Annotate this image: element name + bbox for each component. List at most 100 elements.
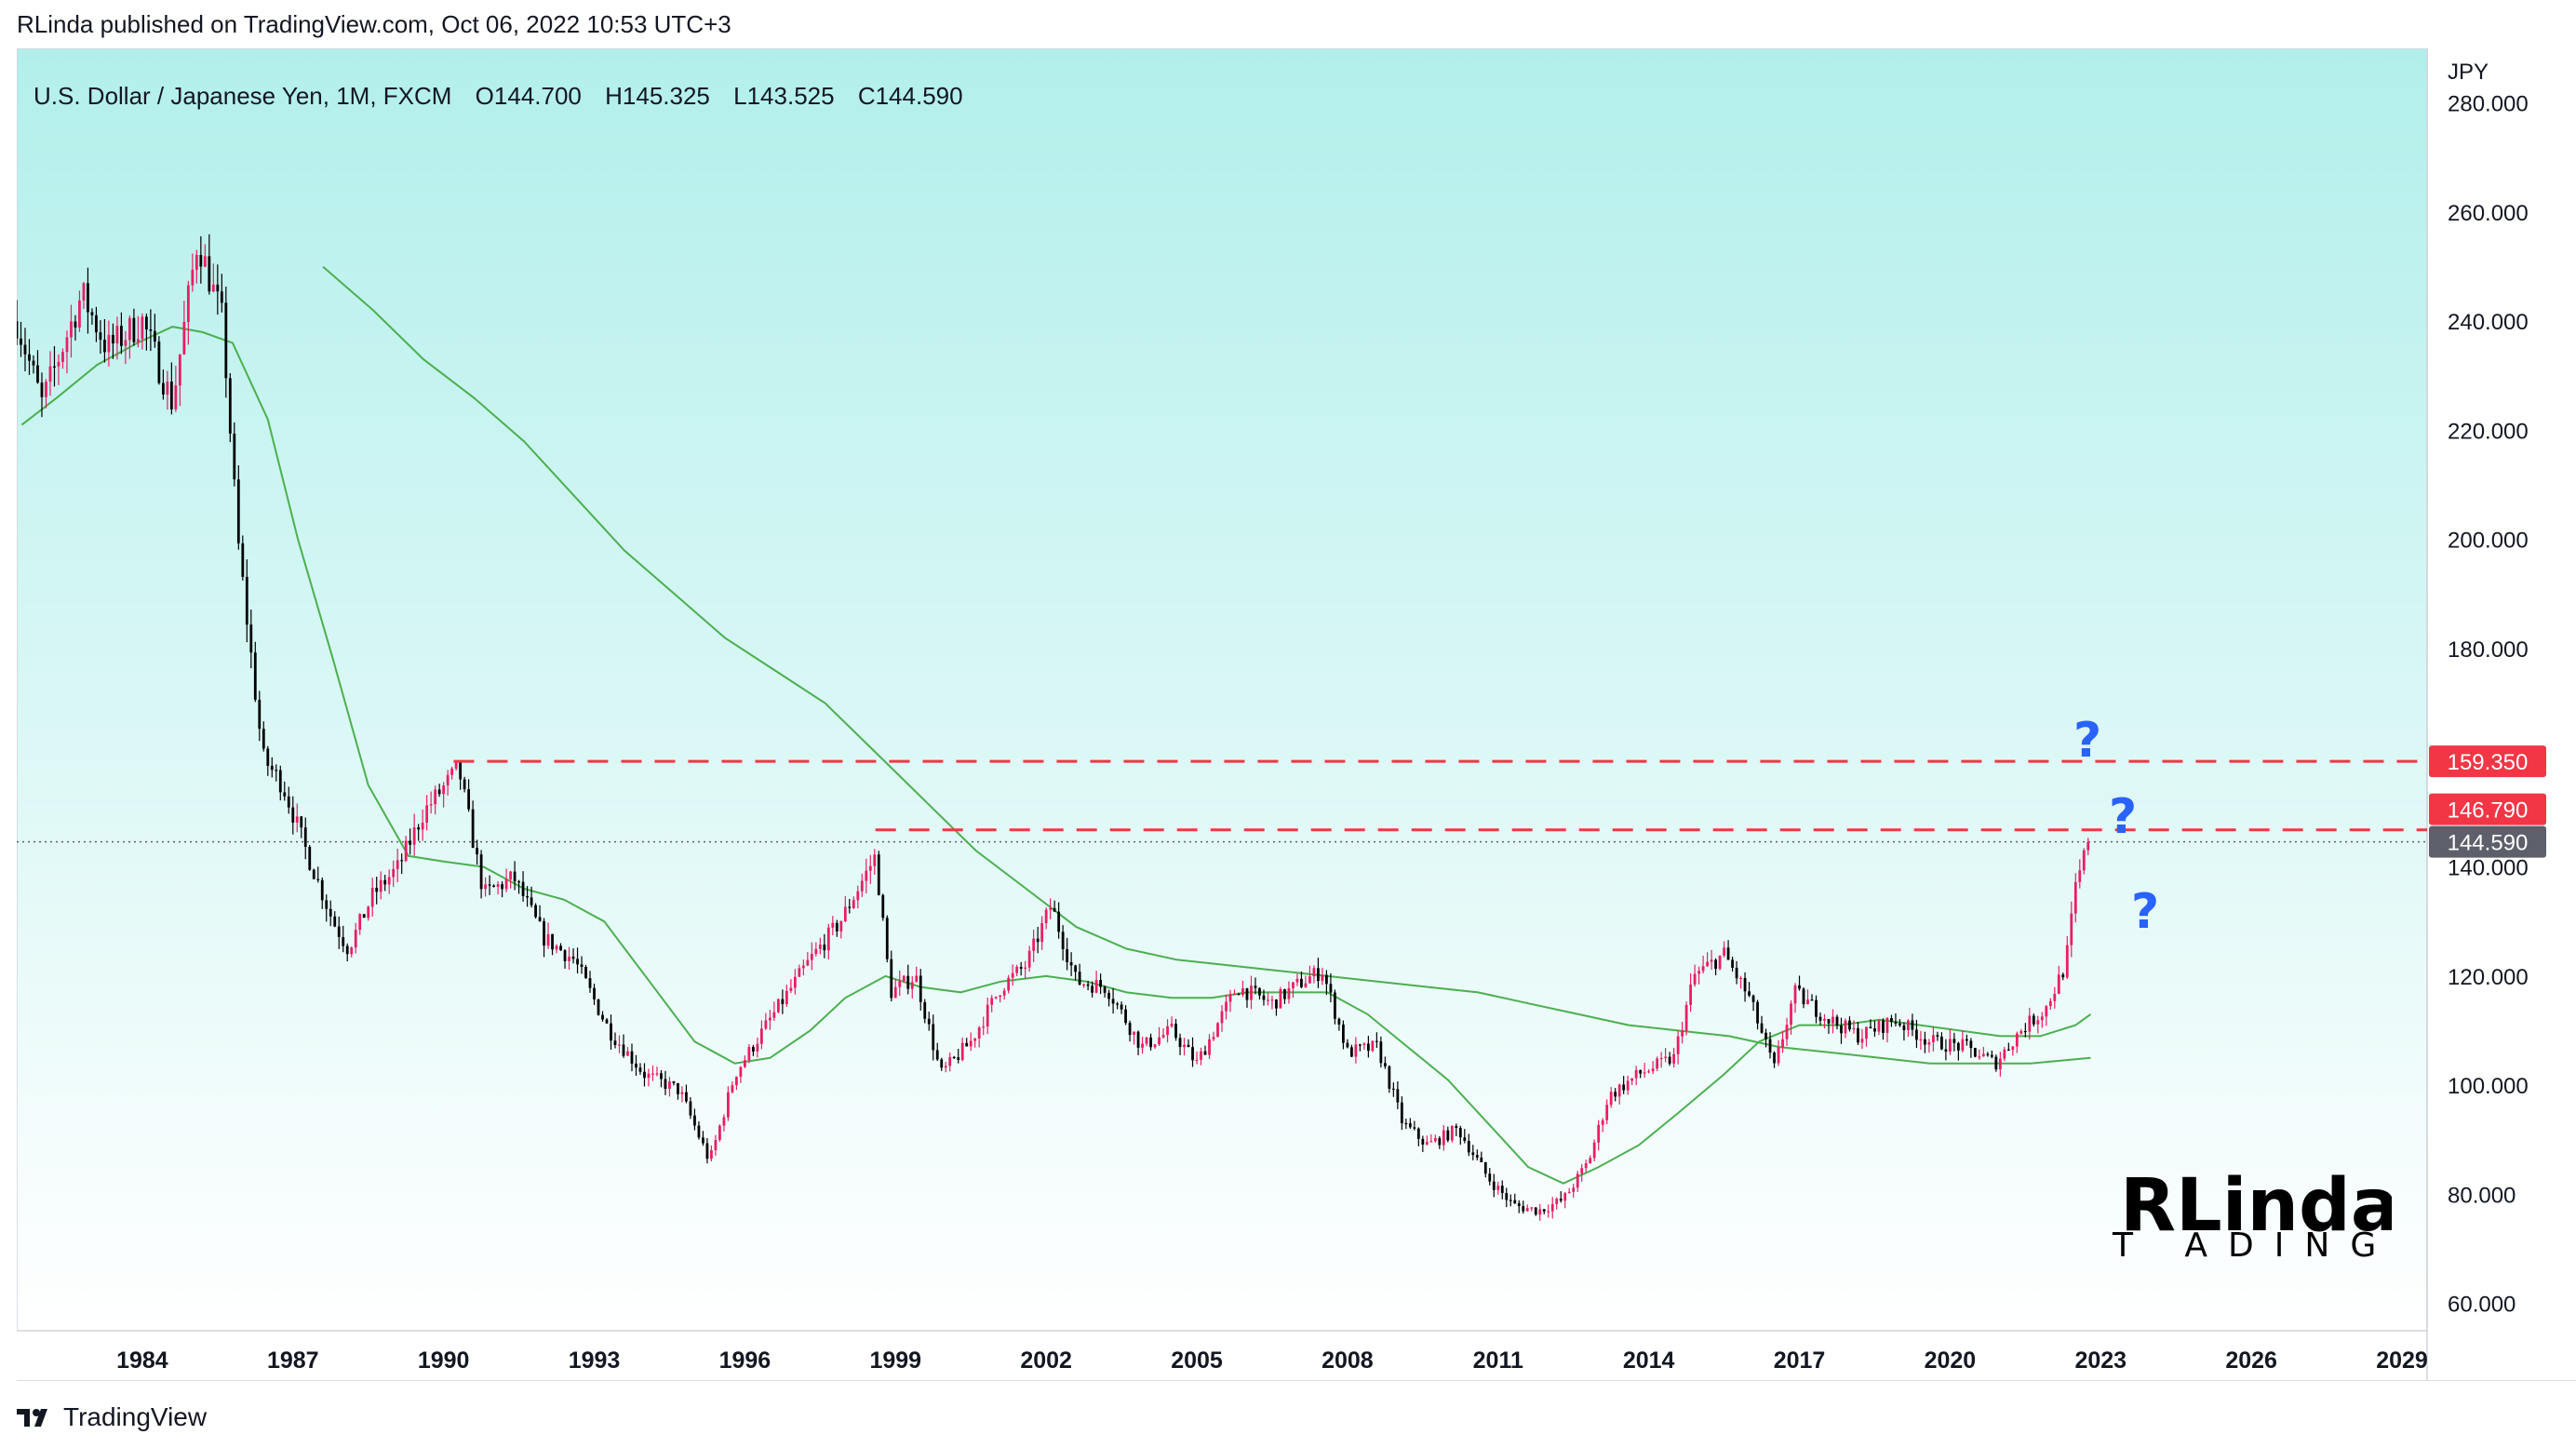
legend-symbol[interactable]: U.S. Dollar / Japanese Yen, 1M, FXCM bbox=[34, 82, 452, 110]
candle bbox=[1416, 1127, 1420, 1146]
candle bbox=[262, 721, 265, 752]
candle bbox=[1421, 1135, 1425, 1152]
tradingview-brand[interactable]: TradingView bbox=[63, 1402, 208, 1431]
candle-body bbox=[2040, 1016, 2044, 1021]
candle bbox=[1074, 964, 1078, 981]
candle-body bbox=[1664, 1056, 1668, 1058]
candle-body bbox=[233, 433, 236, 480]
candle bbox=[434, 785, 437, 815]
candle-body bbox=[53, 366, 56, 368]
candle-body bbox=[1321, 974, 1324, 982]
candle-body bbox=[1358, 1044, 1362, 1046]
candle bbox=[1342, 1020, 1345, 1050]
candle bbox=[1158, 1026, 1161, 1046]
candle bbox=[1334, 989, 1336, 1025]
candle bbox=[923, 999, 927, 1024]
candle bbox=[571, 948, 575, 964]
chart-area[interactable]: 60.00080.000100.000120.000140.000160.000… bbox=[17, 48, 2576, 1381]
candle-body bbox=[429, 804, 433, 806]
candle-body bbox=[437, 789, 441, 795]
x-tick-label: 2011 bbox=[1473, 1347, 1523, 1374]
candle-body bbox=[660, 1073, 663, 1079]
candle bbox=[329, 900, 332, 927]
price-axis[interactable]: 60.00080.000100.000120.000140.000160.000… bbox=[2448, 92, 2529, 1318]
candle bbox=[137, 315, 140, 348]
candle bbox=[429, 791, 433, 814]
time-axis[interactable]: 1984 1987 1990 1993 1996 1999 2002 2005 2008 2011… bbox=[116, 1347, 2428, 1374]
candle bbox=[1927, 1039, 1931, 1053]
candle-body bbox=[852, 900, 855, 908]
candle-body bbox=[1442, 1130, 1445, 1146]
candle-body bbox=[2036, 1020, 2040, 1025]
candle-body bbox=[300, 816, 303, 828]
candle bbox=[1831, 1009, 1834, 1034]
candle bbox=[1509, 1194, 1512, 1207]
candle-body bbox=[1865, 1026, 1868, 1039]
candle-body bbox=[705, 1143, 709, 1160]
candle-body bbox=[1233, 993, 1236, 996]
candle bbox=[392, 860, 396, 887]
candle bbox=[325, 894, 329, 922]
tradingview-logo-icon[interactable] bbox=[17, 1406, 54, 1428]
candle-body bbox=[61, 352, 64, 362]
candle-body bbox=[1723, 947, 1725, 956]
candle bbox=[233, 422, 236, 487]
candle bbox=[446, 770, 449, 796]
candle-body bbox=[1044, 909, 1048, 924]
candle bbox=[1684, 1001, 1688, 1036]
candle bbox=[78, 290, 81, 332]
candle-body bbox=[1103, 986, 1107, 993]
candle bbox=[203, 244, 207, 268]
candle bbox=[1907, 1019, 1910, 1038]
candle bbox=[622, 1034, 625, 1058]
candle-body bbox=[747, 1047, 751, 1061]
candle-body bbox=[1391, 1088, 1395, 1091]
candle-body bbox=[1630, 1078, 1634, 1081]
candle-body bbox=[1530, 1207, 1534, 1209]
candle bbox=[680, 1086, 684, 1103]
candle bbox=[199, 235, 203, 284]
chart-svg[interactable]: 60.00080.000100.000120.000140.000160.000… bbox=[17, 48, 2576, 1381]
candle-body bbox=[32, 360, 35, 366]
candle-body bbox=[865, 870, 868, 881]
candle-body bbox=[132, 317, 136, 342]
candle-body bbox=[1572, 1187, 1576, 1192]
candle bbox=[1609, 1087, 1613, 1108]
candle-body bbox=[1668, 1056, 1671, 1064]
candle-body bbox=[1237, 993, 1241, 996]
candle-body bbox=[103, 340, 106, 353]
candle bbox=[1944, 1039, 1948, 1061]
candle-body bbox=[1254, 985, 1257, 988]
candle-body bbox=[492, 885, 495, 887]
candle-body bbox=[107, 334, 111, 353]
candle-body bbox=[2003, 1049, 2006, 1059]
candle bbox=[492, 884, 495, 888]
candle bbox=[1605, 1099, 1609, 1125]
candle bbox=[1806, 989, 1809, 1005]
candle bbox=[818, 937, 822, 955]
candle-body bbox=[1538, 1209, 1542, 1215]
candle-body bbox=[1488, 1173, 1492, 1182]
candle-body bbox=[1965, 1039, 1968, 1041]
candle bbox=[1751, 994, 1755, 1012]
candle bbox=[103, 318, 106, 363]
candle bbox=[182, 301, 186, 355]
candle-body bbox=[563, 950, 567, 961]
candle bbox=[87, 267, 89, 334]
candle bbox=[1362, 1042, 1366, 1050]
candle-body bbox=[1651, 1068, 1655, 1072]
candle bbox=[1981, 1046, 1985, 1057]
candle-body bbox=[1450, 1125, 1454, 1141]
candle-body bbox=[559, 945, 562, 951]
candle bbox=[450, 766, 454, 780]
candle bbox=[1475, 1149, 1479, 1160]
candle bbox=[559, 943, 562, 951]
candle-body bbox=[1684, 1004, 1688, 1031]
candle-body bbox=[1040, 923, 1044, 943]
candle bbox=[739, 1066, 743, 1083]
candle bbox=[1785, 1017, 1789, 1046]
candle bbox=[1664, 1048, 1668, 1063]
candle bbox=[1768, 1032, 1772, 1059]
candle bbox=[275, 764, 278, 782]
candle bbox=[287, 786, 290, 814]
